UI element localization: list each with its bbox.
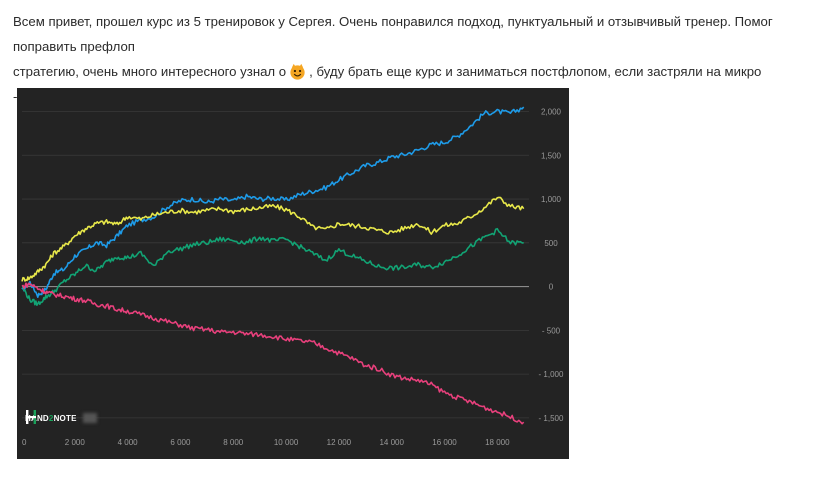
y-tick-label: 1,000 <box>541 195 562 204</box>
y-tick-label: 0 <box>549 283 554 292</box>
y-tick-label: 2,000 <box>541 108 562 117</box>
review-text: Всем привет, прошел курс из 5 тренировок… <box>13 9 823 109</box>
x-tick-label: 6 000 <box>170 438 191 447</box>
y-tick-label: - 1,500 <box>539 414 564 423</box>
profit-chart: 0 2 000 4 000 6 000 8 000 10 000 12 000 14 000 1… <box>17 88 569 459</box>
series-line-4 <box>21 282 525 425</box>
logo-text-hand: HAND <box>25 413 49 423</box>
x-tick-label: 16 000 <box>432 438 457 447</box>
y-tick-label: - 500 <box>542 326 561 335</box>
hand2note-logo: HAND2NOTE <box>25 409 97 427</box>
blurred-text <box>82 413 97 423</box>
x-tick-label: 2 000 <box>65 438 86 447</box>
y-axis-ticks: 2,000 1,500 1,000 500 0 - 500 - 1,000 - 1,500 <box>539 108 564 423</box>
x-tick-label: 8 000 <box>223 438 244 447</box>
series-lines <box>21 106 525 425</box>
x-tick-label: 14 000 <box>379 438 404 447</box>
x-tick-label: 18 000 <box>485 438 510 447</box>
x-tick-label: 4 000 <box>118 438 139 447</box>
review-line-1: Всем привет, прошел курс из 5 тренировок… <box>13 14 773 54</box>
smiling-face-emoji-icon <box>290 63 305 80</box>
profit-chart-svg: 0 2 000 4 000 6 000 8 000 10 000 12 000 14 000 1… <box>21 106 564 447</box>
y-tick-label: - 1,000 <box>539 370 564 379</box>
review-line-2-start: стратегию, очень много интересного узнал… <box>13 64 287 79</box>
logo-text-two: 2 <box>48 413 54 423</box>
grid <box>22 111 529 419</box>
x-tick-label: 10 000 <box>274 438 299 447</box>
series-line-2 <box>21 196 525 282</box>
logo-text-note: NOTE <box>53 413 77 423</box>
x-tick-label: 12 000 <box>327 438 352 447</box>
hand2note-h-icon <box>26 410 36 424</box>
x-axis-ticks: 0 2 000 4 000 6 000 8 000 10 000 12 000 14 000 1… <box>22 438 510 447</box>
y-tick-label: 1,500 <box>541 151 562 160</box>
y-tick-label: 500 <box>544 239 558 248</box>
series-line-1 <box>21 106 525 298</box>
x-tick-label: 0 <box>22 438 27 447</box>
series-line-3 <box>21 227 524 306</box>
